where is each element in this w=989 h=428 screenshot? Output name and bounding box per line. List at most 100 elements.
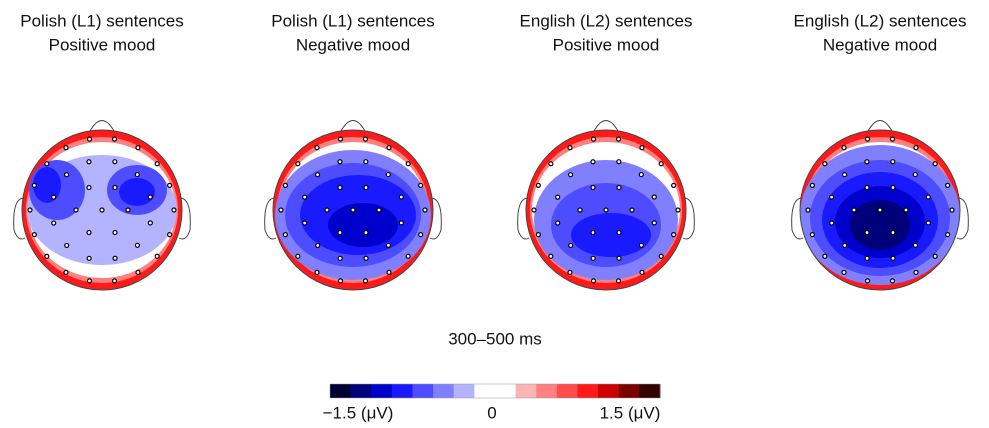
colorbar-segment (391, 384, 413, 398)
nose (867, 120, 893, 132)
electrode (376, 207, 382, 213)
electrode (418, 182, 424, 188)
time-window: 300–500 ms (448, 329, 542, 348)
electrode (616, 255, 622, 261)
colorbar-segment (536, 384, 558, 398)
electrode (405, 161, 411, 167)
potential-region (328, 203, 398, 247)
colorbar-frame (329, 383, 661, 399)
electrode (932, 161, 938, 167)
panel-subtitle: Negative mood (823, 35, 937, 54)
electrode (658, 253, 664, 259)
electrode (616, 184, 622, 191)
electrode (864, 255, 870, 261)
electrode (63, 172, 70, 178)
electrode (890, 184, 896, 191)
electrode (809, 232, 815, 238)
panel-subtitle: Negative mood (296, 35, 410, 54)
panel-title: Polish (L1) sentences (271, 11, 434, 30)
head-outline (525, 129, 687, 291)
electrode (555, 220, 561, 226)
electrode (147, 220, 153, 226)
panel-title: Polish (L1) sentences (20, 11, 183, 30)
ear (682, 197, 695, 240)
electrode (134, 171, 140, 178)
electrode (154, 253, 160, 259)
head-outline (272, 129, 434, 291)
electrode (890, 159, 896, 165)
electrode (890, 229, 896, 236)
electrode (822, 253, 828, 259)
electrode (913, 145, 919, 151)
ear (429, 197, 442, 240)
electrode (31, 182, 37, 188)
colorbar-segment (433, 384, 455, 398)
electrode (315, 242, 321, 249)
electrode (890, 255, 896, 261)
electrode (363, 184, 369, 191)
electrode (314, 269, 320, 275)
electrode (112, 229, 118, 236)
electrode (302, 220, 308, 226)
ear (791, 197, 804, 240)
electrode (111, 136, 118, 142)
electrode (363, 255, 369, 261)
electrode (877, 207, 883, 213)
electrode (829, 194, 835, 200)
electrode (590, 278, 597, 284)
colorbar-mid-label: 0 (487, 403, 496, 422)
electrode (99, 207, 105, 213)
colorbar-segment (598, 384, 620, 398)
electrode (86, 255, 92, 261)
electrode (945, 232, 951, 238)
electrode (418, 232, 424, 238)
electrode (912, 171, 918, 178)
electrode (73, 207, 79, 213)
electrode (86, 278, 93, 284)
electrode (362, 278, 369, 284)
electrode (63, 269, 69, 275)
electrode (822, 161, 828, 167)
electrode (324, 207, 330, 213)
electrode (851, 207, 857, 213)
electrode (603, 207, 609, 213)
electrode (932, 253, 938, 259)
electrode (945, 182, 951, 188)
electrode (638, 242, 645, 248)
colorbar-segment (577, 384, 599, 398)
electrode (125, 207, 131, 213)
colorbar-max-label: 1.5 (μV) (600, 403, 661, 422)
electrode (651, 220, 657, 226)
electrode (590, 229, 596, 236)
electrode (829, 220, 835, 226)
electrode (531, 207, 537, 213)
colorbar-segment (412, 384, 434, 398)
electrode (86, 229, 92, 236)
colorbar-segment (474, 384, 496, 398)
electrode (363, 159, 369, 165)
electrode (651, 194, 657, 200)
electrode (671, 232, 677, 238)
electrode (386, 145, 392, 151)
electrode (590, 136, 597, 142)
head-outline (21, 129, 183, 291)
electrode (548, 161, 554, 167)
electrode (51, 220, 57, 226)
electrode (295, 161, 301, 167)
electrode (809, 182, 815, 188)
electrode (590, 255, 596, 261)
electrode (385, 242, 392, 248)
ear (13, 197, 26, 240)
electrode (86, 184, 92, 191)
electrode (135, 145, 141, 151)
electrode (337, 255, 343, 261)
electrode (278, 207, 284, 213)
electrode (337, 229, 343, 236)
electrode (925, 220, 931, 226)
electrode (51, 194, 57, 200)
electrode (86, 159, 92, 165)
electrode (675, 207, 681, 213)
electrode (889, 136, 896, 142)
electrode (535, 232, 541, 238)
